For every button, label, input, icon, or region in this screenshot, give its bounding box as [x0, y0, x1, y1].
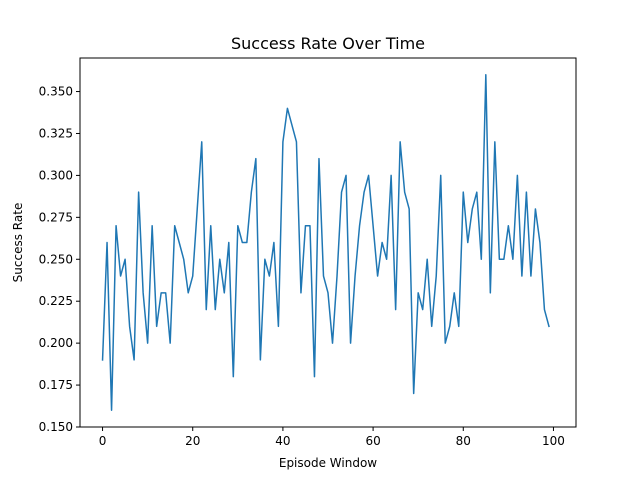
- y-tick-label: 0.200: [39, 336, 73, 350]
- x-tick-label: 80: [456, 434, 471, 448]
- chart-title: Success Rate Over Time: [231, 34, 425, 53]
- y-tick-label: 0.175: [39, 378, 73, 392]
- x-tick-label: 60: [365, 434, 380, 448]
- plot-area: 0 20 40 60 80 100 0.1500.1750.2000.2250.2500.…: [39, 57, 577, 448]
- y-tick-label: 0.300: [39, 168, 73, 182]
- y-axis-label: Success Rate: [11, 203, 25, 283]
- plot-frame: [79, 57, 577, 428]
- y-tick-label: 0.250: [39, 252, 73, 266]
- x-axis-ticks: 0 20 40 60 80 100: [99, 427, 565, 448]
- x-tick-label: 0: [99, 434, 107, 448]
- y-tick-label: 0.350: [39, 85, 73, 99]
- x-axis-label: Episode Window: [279, 456, 377, 470]
- y-axis-ticks: 0.150 0.175 0.200 0.225 0.250 0.275 0.300 0.325…: [39, 85, 80, 434]
- series-group: [101, 74, 550, 411]
- y-tick-label: 0.325: [39, 126, 73, 140]
- y-tick-label: 0.225: [39, 294, 73, 308]
- x-tick-label: 20: [185, 434, 200, 448]
- y-tick-label: 0.275: [39, 210, 73, 224]
- x-tick-label: 40: [275, 434, 290, 448]
- y-tick-label: 0.150: [39, 420, 73, 434]
- x-tick-label: 100: [542, 434, 565, 448]
- series-line: [101, 74, 550, 411]
